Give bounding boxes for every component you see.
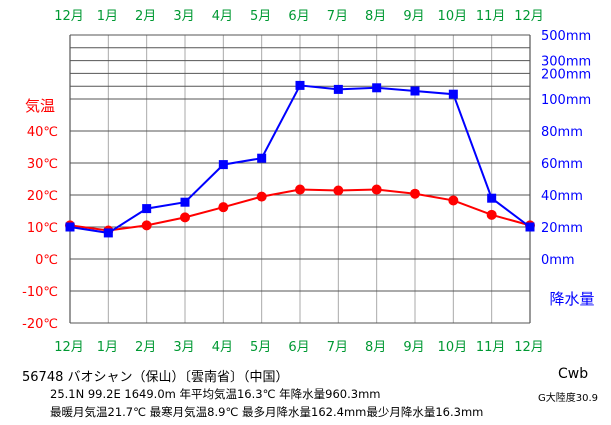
top-month-label: 1月 bbox=[97, 9, 118, 24]
bottom-month-label: 3月 bbox=[173, 340, 194, 355]
temperature-point bbox=[295, 184, 305, 195]
precipitation-point bbox=[218, 160, 228, 170]
grid bbox=[69, 34, 531, 324]
temperature-axis-title: 気温 bbox=[25, 97, 55, 115]
precipitation-tick-label: 60mm bbox=[541, 157, 583, 172]
precipitation-tick-label: 300mm bbox=[541, 55, 591, 70]
precipitation-point bbox=[257, 153, 267, 163]
precipitation-point bbox=[448, 89, 458, 99]
bottom-month-label: 1月 bbox=[97, 340, 118, 355]
top-month-label: 8月 bbox=[365, 9, 386, 24]
precipitation-series bbox=[65, 80, 535, 238]
precipitation-point bbox=[295, 80, 305, 90]
climate-code: Cwb bbox=[558, 366, 589, 382]
top-month-label: 11月 bbox=[476, 9, 506, 24]
precipitation-point bbox=[333, 84, 343, 94]
temperature-tick-label: 40℃ bbox=[27, 125, 58, 140]
bottom-month-label: 4月 bbox=[212, 340, 233, 355]
precipitation-tick-label: 0mm bbox=[541, 253, 575, 268]
bottom-month-label: 9月 bbox=[403, 340, 424, 355]
temperature-tick-label: 20℃ bbox=[27, 189, 58, 204]
bottom-month-label: 10月 bbox=[438, 340, 468, 355]
temperature-point bbox=[448, 195, 459, 206]
precipitation-point bbox=[372, 83, 382, 93]
top-month-label: 12月 bbox=[54, 9, 84, 24]
temperature-tick-label: -10℃ bbox=[22, 285, 58, 300]
bottom-month-label: 12月 bbox=[54, 340, 84, 355]
precipitation-tick-label: 20mm bbox=[541, 221, 583, 236]
bottom-month-labels: 12月 1月 2月 3月 4月 5月 6月 7月 8月 9月 10月 11月 12月 bbox=[54, 340, 544, 355]
precipitation-point bbox=[65, 222, 75, 232]
bottom-month-label: 7月 bbox=[327, 340, 348, 355]
bottom-month-label: 12月 bbox=[514, 340, 544, 355]
temperature-tick-label: 10℃ bbox=[27, 221, 58, 236]
precipitation-point bbox=[487, 193, 497, 203]
precipitation-point bbox=[410, 86, 420, 96]
precipitation-tick-label: 80mm bbox=[541, 125, 583, 140]
bottom-month-label: 5月 bbox=[250, 340, 271, 355]
precipitation-point bbox=[103, 228, 113, 238]
temperature-tick-label: 0℃ bbox=[35, 253, 58, 268]
temperature-point bbox=[218, 202, 229, 213]
top-month-labels: 12月 1月 2月 3月 4月 5月 6月 7月 8月 9月 10月 11月 12月 bbox=[54, 9, 544, 24]
temperature-point bbox=[141, 220, 152, 231]
top-month-label: 10月 bbox=[438, 9, 468, 24]
bottom-month-label: 8月 bbox=[365, 340, 386, 355]
temperature-point bbox=[371, 184, 382, 195]
temperature-tick-label: -20℃ bbox=[22, 317, 58, 332]
top-month-label: 6月 bbox=[288, 9, 309, 24]
precipitation-tick-label: 200mm bbox=[541, 67, 591, 82]
temperature-point bbox=[486, 209, 497, 220]
top-month-label: 7月 bbox=[327, 9, 348, 24]
station-summary: 25.1N 99.2E 1649.0m 年平均気温16.3℃ 年降水量960.3… bbox=[50, 387, 381, 401]
continentality-index: G大陸度30.9 bbox=[538, 393, 599, 404]
temperature-point bbox=[410, 188, 420, 199]
precipitation-tick-label: 500mm bbox=[541, 29, 591, 44]
temperature-point bbox=[256, 191, 267, 202]
top-month-label: 12月 bbox=[514, 9, 544, 24]
precipitation-point bbox=[142, 204, 152, 214]
top-month-label: 9月 bbox=[403, 9, 424, 24]
top-month-label: 4月 bbox=[212, 9, 233, 24]
top-month-label: 5月 bbox=[250, 9, 271, 24]
temperature-tick-label: 30℃ bbox=[27, 157, 58, 172]
top-month-label: 3月 bbox=[173, 9, 194, 24]
bottom-month-label: 11月 bbox=[476, 340, 506, 355]
bottom-month-label: 6月 bbox=[288, 340, 309, 355]
station-name: 56748 バオシャン（保山）〔雲南省〕（中国） bbox=[22, 370, 289, 385]
temperature-point bbox=[180, 212, 190, 223]
precipitation-axis-title: 降水量 bbox=[549, 290, 594, 308]
bottom-month-label: 2月 bbox=[135, 340, 156, 355]
precipitation-point bbox=[180, 197, 190, 207]
precipitation-tick-label: 100mm bbox=[541, 93, 591, 108]
temperature-axis: 気温 40℃ 30℃ 20℃ 10℃ 0℃ -10℃ -20℃ bbox=[22, 97, 58, 332]
temperature-point bbox=[333, 185, 344, 196]
top-month-label: 2月 bbox=[135, 9, 156, 24]
precipitation-tick-label: 40mm bbox=[541, 189, 583, 204]
station-extremes: 最暖月気温21.7℃ 最寒月気温8.9℃ 最多月降水量162.4mm最少月降水量… bbox=[50, 405, 484, 419]
precipitation-point bbox=[525, 222, 535, 232]
